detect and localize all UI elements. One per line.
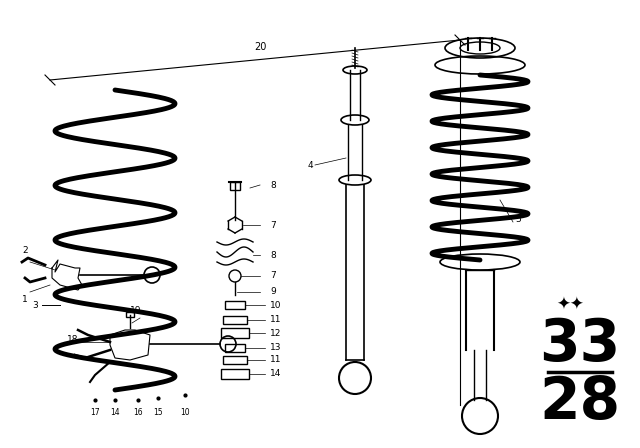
Text: 1: 1 [22, 295, 28, 304]
Text: 8: 8 [270, 181, 276, 190]
Text: 11: 11 [270, 315, 282, 324]
Bar [223, 356, 247, 364]
Text: 12: 12 [270, 328, 282, 337]
Bar [221, 369, 249, 379]
Text: 17: 17 [90, 408, 100, 417]
Text: 28: 28 [540, 374, 621, 431]
Text: 10: 10 [180, 408, 190, 417]
Text: 10: 10 [270, 301, 282, 310]
Bar [223, 316, 247, 324]
Text: 20: 20 [254, 42, 266, 52]
Text: 33: 33 [540, 316, 621, 374]
Text: 5: 5 [515, 215, 521, 224]
Bar [225, 301, 245, 309]
Bar [230, 182, 240, 190]
Text: 11: 11 [270, 356, 282, 365]
Text: 4: 4 [308, 160, 314, 169]
Bar [221, 328, 249, 338]
Text: 7: 7 [270, 271, 276, 280]
Text: 9: 9 [270, 288, 276, 297]
Bar [126, 312, 134, 317]
Polygon shape [52, 260, 82, 290]
Text: 14: 14 [270, 370, 282, 379]
Text: 3: 3 [32, 301, 38, 310]
Text: 15: 15 [153, 408, 163, 417]
Text: 8: 8 [270, 250, 276, 259]
Text: 7: 7 [270, 220, 276, 229]
Text: 13: 13 [270, 344, 282, 353]
Text: 19: 19 [130, 306, 141, 315]
Text: 16: 16 [133, 408, 143, 417]
Text: 18: 18 [67, 336, 78, 345]
Text: 14: 14 [110, 408, 120, 417]
Bar [225, 344, 245, 352]
Text: 2: 2 [22, 246, 28, 255]
Polygon shape [110, 330, 150, 360]
Text: ✦✦: ✦✦ [556, 296, 584, 314]
